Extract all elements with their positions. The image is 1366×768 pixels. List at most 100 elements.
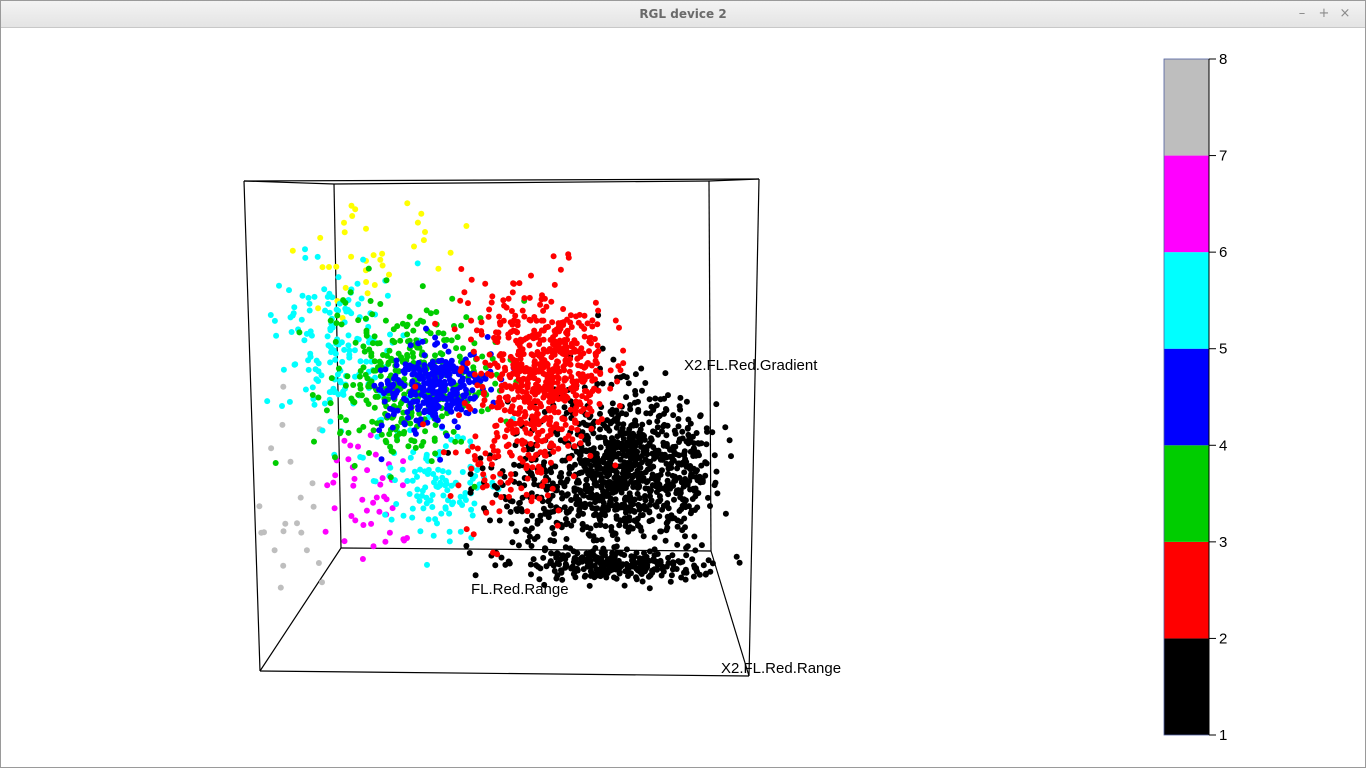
data-point <box>442 482 449 489</box>
data-point <box>279 421 286 428</box>
data-point <box>563 492 570 499</box>
data-point <box>432 410 438 417</box>
data-point <box>363 507 370 514</box>
data-point <box>386 431 393 438</box>
box-edge <box>259 670 750 677</box>
data-point <box>457 297 464 304</box>
data-point <box>343 417 349 424</box>
data-point <box>589 317 596 324</box>
data-point <box>663 502 670 509</box>
data-point <box>446 510 453 517</box>
colorbar-segment-5 <box>1164 252 1209 349</box>
data-point <box>521 313 528 320</box>
data-point <box>533 317 540 324</box>
data-point <box>573 493 580 500</box>
data-point <box>371 382 378 389</box>
data-point <box>639 565 646 572</box>
close-icon[interactable]: × <box>1339 6 1351 21</box>
data-point <box>341 219 347 226</box>
data-point <box>711 452 718 459</box>
data-point <box>311 438 317 445</box>
data-point <box>523 462 530 469</box>
data-point <box>519 307 526 314</box>
data-point <box>524 508 531 515</box>
data-point <box>545 498 552 505</box>
data-point <box>497 417 504 424</box>
data-point <box>436 369 443 376</box>
data-point <box>521 398 528 405</box>
maximize-icon[interactable]: + <box>1318 6 1330 21</box>
data-point <box>386 271 392 278</box>
data-point <box>627 406 634 413</box>
data-point <box>558 490 565 497</box>
data-point <box>349 213 356 219</box>
data-point <box>575 512 582 519</box>
data-point <box>326 389 333 396</box>
data-point <box>387 474 394 481</box>
data-point <box>508 520 515 527</box>
data-point <box>562 435 569 442</box>
data-point <box>412 383 419 390</box>
data-point <box>368 350 375 357</box>
data-point <box>551 530 558 537</box>
data-point <box>626 564 632 571</box>
data-point <box>582 374 589 381</box>
data-point <box>310 503 317 510</box>
data-point <box>613 513 620 520</box>
data-point <box>578 408 585 415</box>
data-point <box>612 467 619 474</box>
data-point <box>671 496 677 503</box>
data-point <box>423 325 429 332</box>
data-point <box>371 282 378 288</box>
data-point <box>468 506 475 513</box>
data-point <box>681 448 688 455</box>
data-point <box>360 364 367 371</box>
data-point <box>318 372 325 379</box>
data-point <box>526 366 533 373</box>
data-point <box>526 394 533 401</box>
data-point <box>606 471 613 478</box>
data-point <box>497 399 504 405</box>
data-point <box>642 380 649 386</box>
data-point <box>639 421 646 428</box>
data-point <box>625 573 631 579</box>
data-point <box>647 501 653 508</box>
data-point <box>276 282 282 289</box>
data-point <box>668 512 675 519</box>
data-point <box>562 556 569 562</box>
data-point <box>445 348 452 355</box>
minimize-icon[interactable]: – <box>1298 6 1306 21</box>
data-point <box>513 528 520 535</box>
data-point <box>536 429 543 436</box>
data-point <box>456 402 463 409</box>
data-point <box>463 542 470 549</box>
data-point <box>289 312 296 319</box>
data-point <box>402 365 409 372</box>
data-point <box>641 432 647 439</box>
data-point <box>332 350 339 357</box>
data-point <box>557 348 564 355</box>
data-point <box>595 312 602 319</box>
data-point <box>505 421 512 428</box>
data-point <box>541 459 548 466</box>
data-point <box>515 542 522 549</box>
data-point <box>460 345 466 352</box>
data-point <box>533 405 540 412</box>
data-point <box>332 356 339 363</box>
data-point <box>492 562 499 569</box>
data-point <box>679 459 686 466</box>
data-point <box>422 428 429 435</box>
data-point <box>425 466 432 473</box>
data-point <box>635 479 642 486</box>
data-point <box>438 387 445 394</box>
scatter-3d-plot[interactable]: X2.FL.Red.Gradient FL.Red.Range X2.FL.Re… <box>1 28 1365 767</box>
data-point <box>527 317 534 324</box>
plot-canvas[interactable]: X2.FL.Red.Gradient FL.Red.Range X2.FL.Re… <box>1 28 1365 767</box>
data-point <box>299 292 306 299</box>
data-point <box>389 424 396 431</box>
data-point <box>562 375 568 382</box>
data-point <box>469 512 476 519</box>
data-point <box>571 443 578 450</box>
title-bar[interactable]: RGL device 2 – + × <box>1 1 1365 28</box>
data-point <box>516 462 523 469</box>
